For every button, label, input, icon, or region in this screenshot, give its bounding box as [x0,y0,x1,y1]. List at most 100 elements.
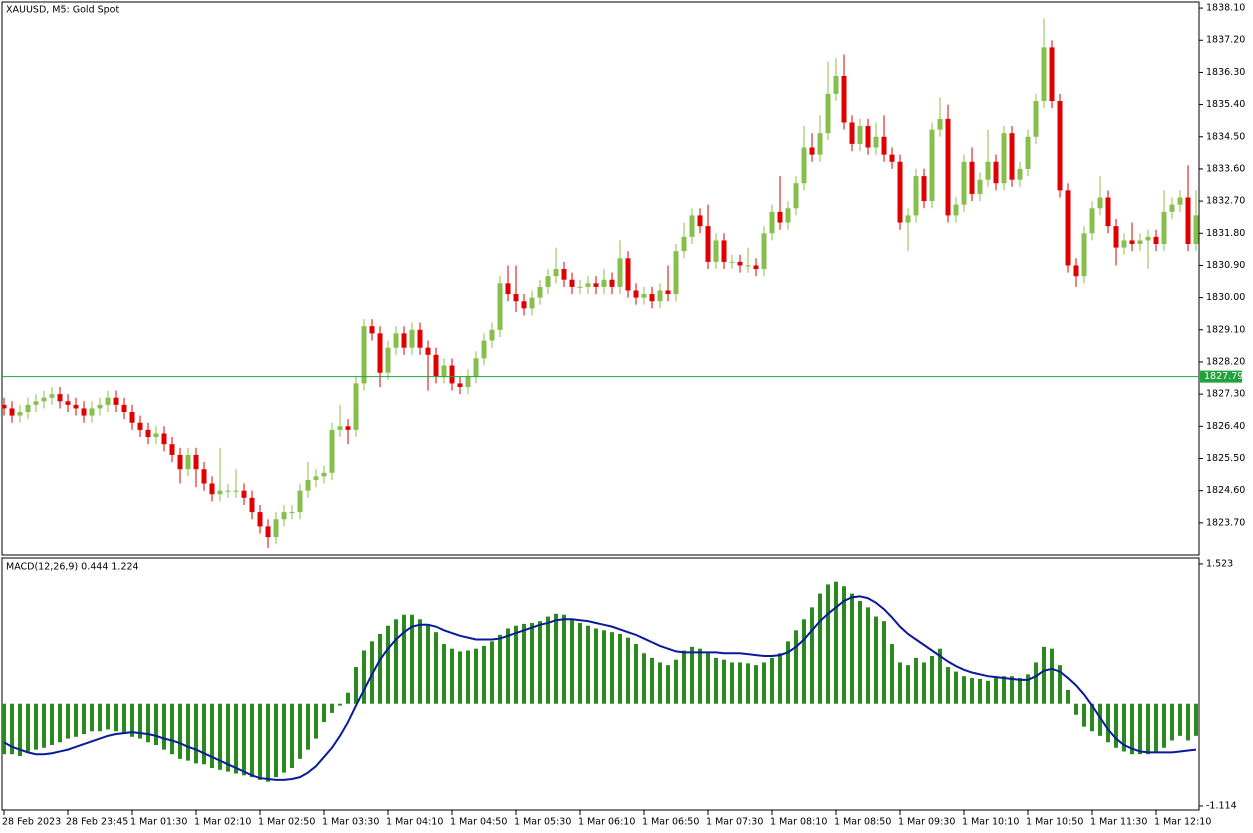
candle-body [865,126,871,148]
candle-body [137,422,143,430]
candle-body [489,329,495,341]
histogram-bar [162,703,166,750]
candle-body [537,286,543,298]
y-tick-label: 1823.70 [1206,517,1245,528]
x-tick-label: 1 Mar 02:10 [194,817,251,828]
histogram-bar [290,703,294,768]
histogram-bar [18,703,22,757]
histogram-bar [586,625,590,704]
candle-body [289,512,295,514]
candle-body [145,429,151,438]
histogram-bar [682,650,686,704]
histogram-bar [426,625,430,704]
candle-body [369,326,375,334]
histogram-bar [930,656,934,704]
candle-body [977,179,983,194]
candle-body [305,479,311,491]
x-tick-label: 1 Mar 03:30 [322,817,379,828]
candle-body [185,454,191,470]
macd-title: MACD(12,26,9) 0.444 1.224 [6,562,139,573]
candle-body [465,376,471,387]
candle-body [905,215,911,223]
x-tick-label: 1 Mar 05:30 [514,817,571,828]
histogram-bar [394,619,398,704]
candle-body [1089,208,1095,234]
candle-body [457,383,463,387]
histogram-bar [786,641,790,704]
y-tick-label: 1826.40 [1206,421,1245,432]
histogram-bar [778,653,782,704]
histogram-bar [226,703,230,772]
candle-body [1041,47,1047,102]
candle-body [25,404,31,413]
candle-body [257,512,263,527]
candle-body [441,365,447,377]
candle-body [849,122,855,144]
candle-body [841,75,847,123]
histogram-bar [1066,689,1070,704]
candle-body [1129,240,1135,245]
candle-body [297,490,303,513]
candle-body [1057,101,1063,191]
histogram-bar [434,632,438,704]
histogram-bar [698,648,702,704]
candle-body [793,183,799,209]
candle-body [1185,197,1191,245]
x-tick-label: 1 Mar 09:30 [898,817,955,828]
histogram-bar [50,703,54,746]
histogram-bar [642,653,646,704]
histogram-bar [194,703,198,764]
histogram-bar [378,633,382,704]
histogram-bar [130,703,134,737]
histogram-bar [114,703,118,732]
candle-body [945,118,951,216]
candle-body [385,347,391,373]
candle-body [9,408,15,416]
x-tick-label: 1 Mar 01:30 [130,817,187,828]
histogram-bar [218,703,222,770]
histogram-bar [450,648,454,704]
candle-body [1,404,7,409]
histogram-bar [802,619,806,704]
candle-body [657,290,663,302]
candle-body [473,358,479,377]
histogram-bar [90,703,94,732]
histogram-bar [562,614,566,704]
candle-body [329,429,335,473]
histogram-bar [714,657,718,704]
histogram-bar [810,607,814,704]
histogram-bar [818,593,822,704]
histogram-bar [490,641,494,704]
candle-body [969,161,975,194]
candle-body [153,433,159,438]
candle-body [633,290,639,298]
histogram-bar [914,657,918,704]
histogram-bar [650,657,654,704]
candle-body [361,326,367,384]
candle-body [209,483,215,495]
histogram-bar [754,665,758,704]
candle-body [273,519,279,538]
histogram-bar [994,678,998,704]
candle-body [889,154,895,162]
candle-body [505,283,511,295]
histogram-bar [546,616,550,704]
candle-body [169,444,175,455]
histogram-bar [138,703,142,739]
candle-body [561,269,567,280]
candle-body [737,261,743,266]
histogram-bar [706,653,710,704]
x-tick-label: 1 Mar 04:10 [386,817,443,828]
histogram-bar [770,657,774,704]
y-tick-label: 1830.90 [1206,260,1245,271]
histogram-bar [890,644,894,704]
candle-body [105,397,111,405]
candle-body [497,283,503,330]
histogram-bar [202,703,206,765]
candle-body [913,176,919,216]
candle-body [233,490,239,492]
histogram-bar [794,630,798,704]
histogram-bar [498,634,502,704]
candle-body [897,161,903,223]
